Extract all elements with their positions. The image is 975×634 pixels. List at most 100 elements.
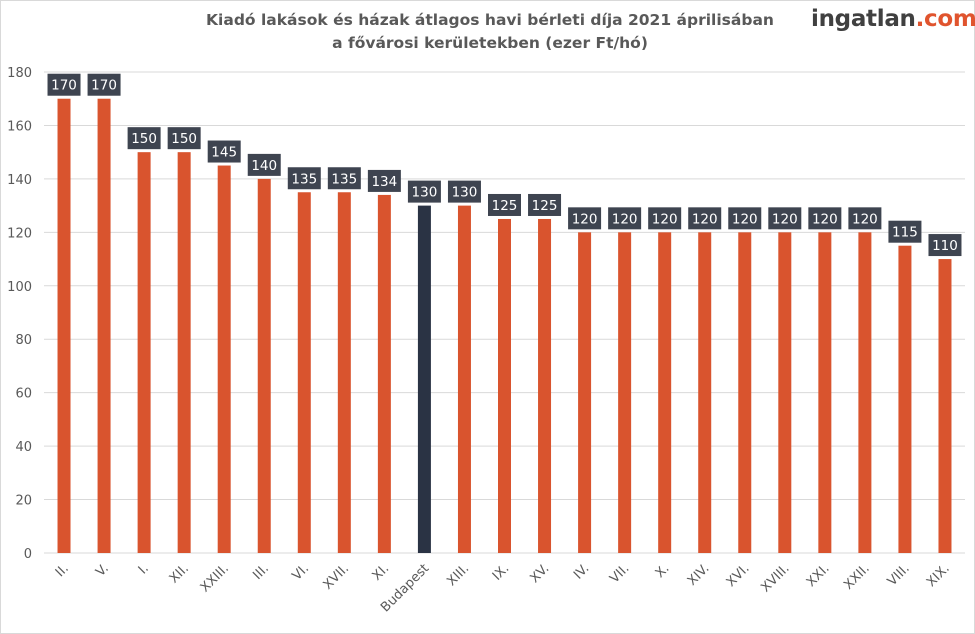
data-label: 120	[648, 207, 682, 230]
data-label-box	[127, 127, 161, 150]
x-tick-label: IX.	[490, 561, 513, 584]
data-label: 120	[608, 207, 642, 230]
x-tick-label: VIII.	[885, 561, 913, 589]
data-label-box	[728, 207, 762, 230]
y-tick-label: 20	[15, 494, 32, 509]
y-tick-label: 60	[15, 387, 32, 402]
bar-xvii	[337, 192, 351, 553]
bar-x	[658, 232, 672, 554]
y-tick-label: 120	[7, 226, 32, 241]
x-tick-label: XVIII.	[758, 561, 792, 595]
data-label-value: 120	[772, 211, 798, 227]
chart-title-line2: a fővárosi kerületekben (ezer Ft/hó)	[332, 34, 648, 52]
data-label: 120	[848, 207, 882, 230]
x-tick-label: VII.	[607, 561, 632, 586]
data-label-value: 135	[291, 171, 317, 187]
y-tick-label: 0	[24, 547, 32, 562]
y-axis-tick-labels: 0 20 40 60 80 100 120 140 160 180	[7, 66, 32, 562]
bar-xix	[938, 259, 952, 553]
data-label-value: 150	[131, 131, 157, 147]
bar-xviii	[778, 232, 792, 554]
y-tick-label: 80	[15, 333, 32, 348]
data-label-value: 130	[412, 185, 438, 201]
x-tick-label: IV.	[571, 561, 592, 582]
data-label-value: 120	[812, 211, 838, 227]
x-tick-label: I.	[136, 561, 152, 577]
data-label-value: 145	[211, 145, 237, 161]
data-label-value: 110	[932, 238, 958, 254]
data-label-box	[568, 207, 602, 230]
bar-xxiii	[217, 165, 231, 553]
data-label: 120	[768, 207, 802, 230]
data-label-box	[87, 73, 121, 96]
chart-title: Kiadó lakások és házak átlagos havi bérl…	[140, 9, 840, 55]
data-label-value: 125	[532, 198, 558, 214]
data-label-box	[528, 193, 562, 216]
bar-ix	[498, 218, 511, 553]
ingatlan-logo: ingatlan.com	[811, 6, 975, 32]
x-tick-label: XIII.	[444, 561, 472, 589]
data-label-value: 170	[91, 78, 117, 94]
bar-xxi	[818, 232, 832, 554]
bar-xvi	[738, 232, 752, 554]
data-label-value: 135	[331, 171, 357, 187]
data-label-box	[367, 169, 401, 192]
data-label-box	[888, 220, 922, 243]
bar-i	[137, 152, 151, 553]
data-label-value: 170	[51, 78, 77, 94]
data-label-value: 120	[692, 211, 718, 227]
data-label: 120	[728, 207, 762, 230]
x-tick-label: XXII.	[841, 561, 873, 593]
bar-iii	[257, 178, 271, 553]
x-tick-label: XIV.	[685, 561, 713, 589]
bar-v	[97, 98, 111, 553]
data-label: 170	[47, 73, 81, 96]
data-label-box	[848, 207, 882, 230]
data-label-box	[688, 207, 722, 230]
data-label: 140	[247, 153, 281, 176]
x-tick-label: XI.	[370, 561, 393, 584]
data-label: 120	[808, 207, 842, 230]
data-label: 120	[688, 207, 722, 230]
data-label-value: 120	[652, 211, 678, 227]
data-label-value: 150	[171, 131, 197, 147]
x-tick-label: XIX.	[924, 561, 953, 590]
data-label: 130	[447, 180, 481, 203]
bar-ii	[57, 98, 71, 553]
bar-xiv	[698, 232, 712, 554]
data-label-value: 134	[371, 174, 397, 190]
data-label-box	[327, 167, 361, 190]
data-label: 130	[407, 180, 441, 203]
data-labels: 170 170 150 150 145 140 135 135 134 130 130 125 125 1…	[47, 73, 962, 257]
y-tick-label: 160	[7, 119, 32, 134]
y-tick-label: 180	[7, 66, 32, 81]
data-label-value: 120	[732, 211, 758, 227]
bar-xii	[177, 152, 191, 553]
y-tick-label: 100	[7, 280, 32, 295]
data-label-box	[648, 207, 682, 230]
data-label: 150	[127, 127, 161, 150]
x-tick-label: XXIII.	[198, 561, 232, 595]
data-label: 145	[207, 140, 241, 163]
bar-xxii	[858, 232, 872, 554]
data-label-box	[407, 180, 441, 203]
data-label-box	[167, 127, 201, 150]
x-tick-label: XVII.	[321, 561, 353, 593]
data-label-value: 120	[572, 211, 598, 227]
x-tick-label: VI.	[290, 561, 313, 584]
x-tick-label: XII.	[167, 561, 192, 586]
y-tick-label: 140	[7, 173, 32, 188]
logo-main-text: ingatlan	[811, 6, 916, 32]
x-axis-category-labels: II. V. I. XII. XXIII. III. VI. XVII. XI.Budapest…	[53, 561, 953, 615]
x-tick-label: XVI.	[724, 561, 753, 590]
data-label-value: 140	[251, 158, 277, 174]
chart-title-line1: Kiadó lakások és házak átlagos havi bérl…	[206, 11, 774, 29]
logo-suffix-text: .com	[915, 6, 975, 32]
bar-xi	[377, 194, 391, 553]
data-label: 135	[327, 167, 361, 190]
bar-viii	[898, 245, 912, 553]
bar-xv	[538, 218, 552, 553]
data-label: 134	[367, 169, 401, 192]
data-label: 125	[488, 193, 521, 216]
